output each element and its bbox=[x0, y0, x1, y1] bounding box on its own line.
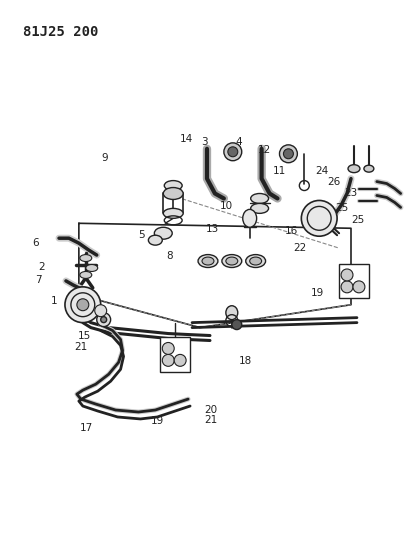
Text: 12: 12 bbox=[258, 145, 271, 155]
Ellipse shape bbox=[163, 188, 183, 199]
Text: 23: 23 bbox=[344, 189, 357, 198]
Ellipse shape bbox=[80, 271, 92, 278]
Text: 6: 6 bbox=[33, 238, 39, 248]
Circle shape bbox=[279, 145, 297, 163]
Text: 15: 15 bbox=[78, 332, 91, 341]
Ellipse shape bbox=[251, 204, 269, 213]
Text: 21: 21 bbox=[204, 415, 217, 425]
Circle shape bbox=[65, 287, 101, 322]
Text: 24: 24 bbox=[315, 166, 328, 176]
Text: 19: 19 bbox=[311, 288, 324, 298]
Ellipse shape bbox=[222, 255, 242, 268]
Text: 11: 11 bbox=[273, 166, 286, 176]
Text: 22: 22 bbox=[293, 243, 307, 253]
Circle shape bbox=[353, 281, 365, 293]
Text: 19: 19 bbox=[151, 416, 164, 426]
Text: 9: 9 bbox=[102, 153, 108, 163]
Ellipse shape bbox=[364, 165, 374, 172]
Text: 25: 25 bbox=[335, 203, 348, 213]
Text: 4: 4 bbox=[236, 137, 243, 147]
Text: 13: 13 bbox=[206, 224, 219, 235]
Circle shape bbox=[228, 147, 238, 157]
Text: 3: 3 bbox=[201, 137, 208, 147]
Ellipse shape bbox=[348, 165, 360, 173]
Text: 14: 14 bbox=[180, 134, 193, 144]
Ellipse shape bbox=[154, 227, 172, 239]
Ellipse shape bbox=[251, 193, 269, 204]
Bar bbox=[160, 337, 190, 372]
Text: 5: 5 bbox=[138, 230, 145, 240]
Circle shape bbox=[77, 299, 89, 311]
Text: 16: 16 bbox=[285, 225, 299, 236]
Ellipse shape bbox=[148, 235, 162, 245]
Text: 81J25 200: 81J25 200 bbox=[23, 25, 99, 39]
Circle shape bbox=[162, 354, 174, 366]
Ellipse shape bbox=[86, 264, 98, 271]
Circle shape bbox=[341, 269, 353, 281]
Circle shape bbox=[97, 313, 111, 327]
Text: 2: 2 bbox=[39, 262, 45, 271]
Ellipse shape bbox=[80, 255, 92, 262]
Ellipse shape bbox=[246, 255, 265, 268]
Circle shape bbox=[232, 320, 242, 329]
Circle shape bbox=[341, 281, 353, 293]
Bar bbox=[339, 263, 369, 298]
Text: 20: 20 bbox=[204, 406, 217, 416]
Circle shape bbox=[101, 317, 107, 322]
Ellipse shape bbox=[163, 208, 183, 219]
Circle shape bbox=[224, 143, 242, 161]
Ellipse shape bbox=[164, 181, 182, 190]
Ellipse shape bbox=[198, 255, 218, 268]
Ellipse shape bbox=[226, 306, 238, 320]
Circle shape bbox=[283, 149, 293, 159]
Text: 17: 17 bbox=[80, 423, 93, 433]
Text: 25: 25 bbox=[351, 215, 365, 225]
Text: 8: 8 bbox=[166, 251, 173, 261]
Text: 21: 21 bbox=[74, 342, 87, 352]
Ellipse shape bbox=[226, 257, 238, 265]
Text: 10: 10 bbox=[220, 200, 234, 211]
Ellipse shape bbox=[243, 209, 256, 227]
Circle shape bbox=[174, 354, 186, 366]
Text: 7: 7 bbox=[35, 274, 41, 285]
Text: 26: 26 bbox=[327, 177, 340, 187]
Ellipse shape bbox=[249, 257, 262, 265]
Circle shape bbox=[301, 200, 337, 236]
Ellipse shape bbox=[202, 257, 214, 265]
Circle shape bbox=[162, 343, 174, 354]
Text: 18: 18 bbox=[238, 356, 252, 366]
Text: 1: 1 bbox=[51, 296, 58, 306]
Circle shape bbox=[95, 305, 107, 317]
